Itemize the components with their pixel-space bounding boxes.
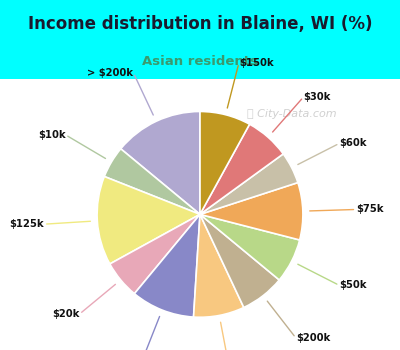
Wedge shape bbox=[200, 154, 298, 214]
Wedge shape bbox=[200, 124, 283, 214]
Text: ⓘ City-Data.com: ⓘ City-Data.com bbox=[247, 109, 337, 119]
Wedge shape bbox=[134, 214, 200, 317]
Text: $75k: $75k bbox=[356, 204, 384, 215]
Text: Income distribution in Blaine, WI (%): Income distribution in Blaine, WI (%) bbox=[28, 15, 372, 33]
Text: $60k: $60k bbox=[339, 138, 367, 148]
Wedge shape bbox=[200, 214, 300, 280]
Wedge shape bbox=[97, 176, 200, 264]
Wedge shape bbox=[200, 214, 279, 308]
Text: Asian residents: Asian residents bbox=[142, 55, 258, 68]
Wedge shape bbox=[104, 149, 200, 214]
Text: $50k: $50k bbox=[339, 280, 367, 290]
Text: $30k: $30k bbox=[304, 92, 331, 102]
Text: $125k: $125k bbox=[9, 219, 44, 229]
Wedge shape bbox=[194, 214, 244, 317]
Text: $10k: $10k bbox=[38, 130, 65, 140]
Text: $200k: $200k bbox=[296, 333, 330, 343]
Text: $20k: $20k bbox=[52, 309, 80, 319]
Text: > $200k: > $200k bbox=[88, 68, 134, 78]
Text: $150k: $150k bbox=[239, 58, 274, 68]
Wedge shape bbox=[200, 183, 303, 240]
Wedge shape bbox=[200, 111, 250, 214]
Wedge shape bbox=[121, 111, 200, 214]
Wedge shape bbox=[110, 214, 200, 294]
